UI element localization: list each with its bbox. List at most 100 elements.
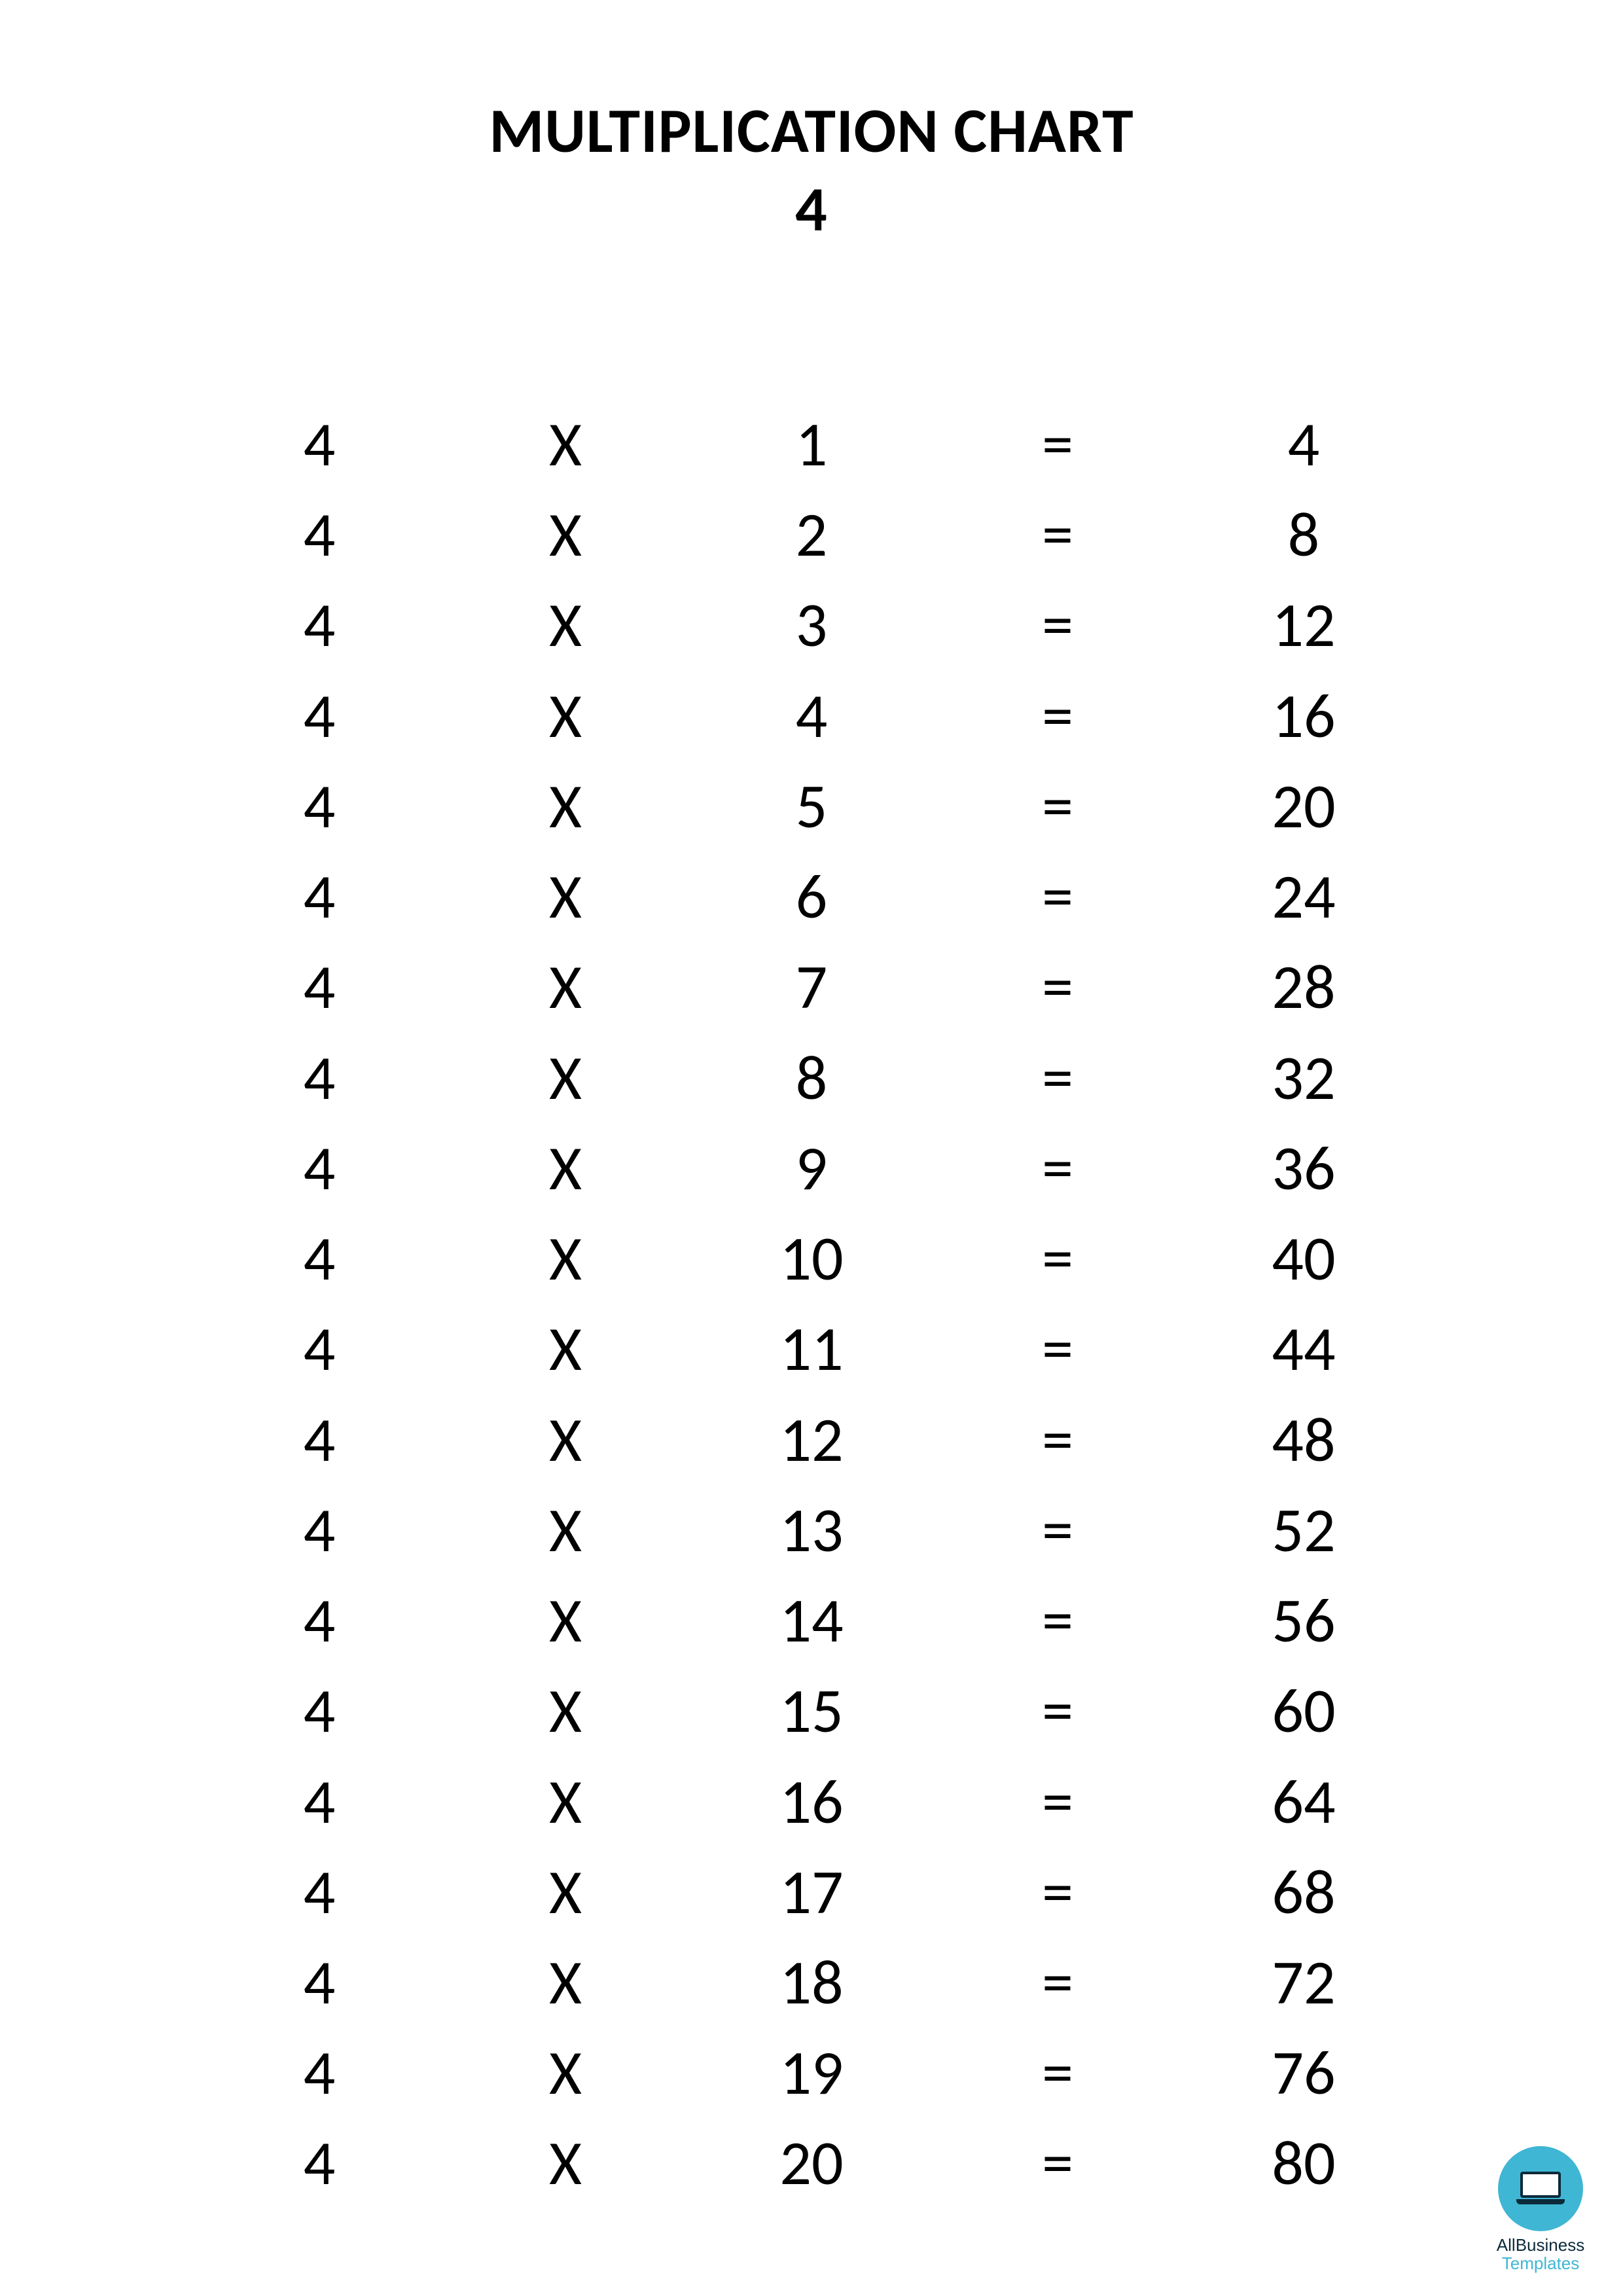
equals-cell: = (935, 1033, 1181, 1123)
watermark-text-1: AllBusiness (1482, 2236, 1599, 2254)
multiplicand-cell: 4 (196, 2118, 442, 2208)
equals-cell: = (935, 399, 1181, 490)
product-cell: 60 (1181, 1666, 1427, 1756)
table-row: 4X2=8 (196, 490, 1427, 580)
equals-cell: = (935, 2118, 1181, 2208)
equals-cell: = (935, 1123, 1181, 1213)
multiplicand-cell: 4 (196, 1666, 442, 1756)
multiplicand-cell: 4 (196, 1304, 442, 1394)
multiplier-cell: 18 (688, 1937, 935, 2028)
multiplier-cell: 19 (688, 2028, 935, 2118)
multiplier-cell: 5 (688, 761, 935, 852)
table-row: 4X1=4 (196, 399, 1427, 490)
multiplier-cell: 7 (688, 942, 935, 1032)
table-row: 4X20=80 (196, 2118, 1427, 2208)
operator-cell: X (442, 1847, 688, 1937)
multiplier-cell: 13 (688, 1485, 935, 1575)
product-cell: 8 (1181, 490, 1427, 580)
table-row: 4X5=20 (196, 761, 1427, 852)
product-cell: 72 (1181, 1937, 1427, 2028)
table-row: 4X13=52 (196, 1485, 1427, 1575)
multiplicand-cell: 4 (196, 1123, 442, 1213)
equals-cell: = (935, 671, 1181, 761)
product-cell: 4 (1181, 399, 1427, 490)
table-row: 4X7=28 (196, 942, 1427, 1032)
operator-cell: X (442, 1395, 688, 1485)
table-row: 4X6=24 (196, 852, 1427, 942)
table-row: 4X9=36 (196, 1123, 1427, 1213)
equals-cell: = (935, 852, 1181, 942)
multiplicand-cell: 4 (196, 580, 442, 670)
equals-cell: = (935, 2028, 1181, 2118)
product-cell: 36 (1181, 1123, 1427, 1213)
product-cell: 64 (1181, 1757, 1427, 1847)
multiplicand-cell: 4 (196, 1213, 442, 1304)
table-row: 4X14=56 (196, 1575, 1427, 1666)
operator-cell: X (442, 1485, 688, 1575)
operator-cell: X (442, 399, 688, 490)
operator-cell: X (442, 942, 688, 1032)
operator-cell: X (442, 1757, 688, 1847)
laptop-icon (1516, 2172, 1565, 2206)
equals-cell: = (935, 1395, 1181, 1485)
multiplicand-cell: 4 (196, 1575, 442, 1666)
product-cell: 44 (1181, 1304, 1427, 1394)
multiplier-cell: 1 (688, 399, 935, 490)
operator-cell: X (442, 1033, 688, 1123)
multiplier-cell: 4 (688, 671, 935, 761)
product-cell: 20 (1181, 761, 1427, 852)
operator-cell: X (442, 1937, 688, 2028)
multiplicand-cell: 4 (196, 1033, 442, 1123)
product-cell: 32 (1181, 1033, 1427, 1123)
table-row: 4X15=60 (196, 1666, 1427, 1756)
multiplicand-cell: 4 (196, 490, 442, 580)
multiplication-table: 4X1=44X2=84X3=124X4=164X5=204X6=244X7=28… (196, 399, 1427, 2209)
operator-cell: X (442, 1575, 688, 1666)
equals-cell: = (935, 1937, 1181, 2028)
equals-cell: = (935, 1304, 1181, 1394)
table-row: 4X19=76 (196, 2028, 1427, 2118)
operator-cell: X (442, 2118, 688, 2208)
multiplicand-cell: 4 (196, 1847, 442, 1937)
multiplier-cell: 6 (688, 852, 935, 942)
product-cell: 48 (1181, 1395, 1427, 1485)
operator-cell: X (442, 1666, 688, 1756)
product-cell: 56 (1181, 1575, 1427, 1666)
table-row: 4X18=72 (196, 1937, 1427, 2028)
multiplier-cell: 12 (688, 1395, 935, 1485)
operator-cell: X (442, 761, 688, 852)
equals-cell: = (935, 1485, 1181, 1575)
multiplicand-cell: 4 (196, 2028, 442, 2118)
multiplier-cell: 9 (688, 1123, 935, 1213)
product-cell: 24 (1181, 852, 1427, 942)
title-line-2: 4 (196, 170, 1427, 249)
multiplier-cell: 10 (688, 1213, 935, 1304)
multiplier-cell: 2 (688, 490, 935, 580)
table-row: 4X10=40 (196, 1213, 1427, 1304)
operator-cell: X (442, 671, 688, 761)
multiplicand-cell: 4 (196, 942, 442, 1032)
equals-cell: = (935, 1847, 1181, 1937)
product-cell: 80 (1181, 2118, 1427, 2208)
watermark: AllBusiness Templates (1482, 2146, 1599, 2272)
multiplier-cell: 14 (688, 1575, 935, 1666)
multiplier-cell: 17 (688, 1847, 935, 1937)
title-line-1: MULTIPLICATION CHART (196, 92, 1427, 170)
multiplier-cell: 3 (688, 580, 935, 670)
multiplicand-cell: 4 (196, 1757, 442, 1847)
watermark-badge (1498, 2146, 1583, 2231)
multiplicand-cell: 4 (196, 761, 442, 852)
product-cell: 68 (1181, 1847, 1427, 1937)
table-row: 4X3=12 (196, 580, 1427, 670)
multiplicand-cell: 4 (196, 852, 442, 942)
table-row: 4X12=48 (196, 1395, 1427, 1485)
equals-cell: = (935, 1575, 1181, 1666)
multiplier-cell: 8 (688, 1033, 935, 1123)
table-row: 4X16=64 (196, 1757, 1427, 1847)
watermark-text-2: Templates (1482, 2255, 1599, 2272)
table-row: 4X8=32 (196, 1033, 1427, 1123)
multiplier-cell: 11 (688, 1304, 935, 1394)
equals-cell: = (935, 1666, 1181, 1756)
equals-cell: = (935, 580, 1181, 670)
multiplicand-cell: 4 (196, 1485, 442, 1575)
